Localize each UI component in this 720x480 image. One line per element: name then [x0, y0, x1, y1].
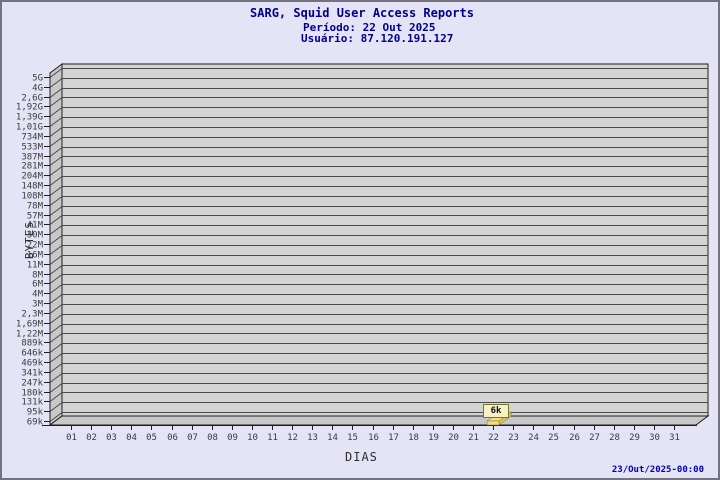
svg-text:15: 15 — [347, 433, 358, 443]
svg-text:734M: 734M — [21, 133, 43, 143]
svg-text:05: 05 — [146, 433, 157, 443]
svg-text:12: 12 — [287, 433, 298, 443]
svg-text:08: 08 — [207, 433, 218, 443]
svg-text:30: 30 — [649, 433, 660, 443]
svg-text:41M: 41M — [27, 221, 44, 231]
svg-text:4M: 4M — [32, 290, 43, 300]
svg-text:20: 20 — [448, 433, 459, 443]
svg-text:22: 22 — [488, 433, 499, 443]
svg-text:2,6G: 2,6G — [21, 94, 43, 104]
svg-text:469k: 469k — [21, 359, 43, 369]
svg-text:3M: 3M — [32, 300, 43, 310]
svg-text:204M: 204M — [21, 172, 43, 182]
svg-text:19: 19 — [428, 433, 439, 443]
svg-text:1,69M: 1,69M — [16, 320, 44, 330]
svg-text:180k: 180k — [21, 389, 43, 399]
y-axis-title: BYTES — [23, 220, 36, 260]
svg-text:10: 10 — [247, 433, 258, 443]
report-user: Usuário: 87.120.191.127 — [301, 32, 454, 45]
svg-text:1,01G: 1,01G — [16, 123, 43, 133]
svg-text:22M: 22M — [27, 241, 44, 251]
svg-text:78M: 78M — [27, 202, 44, 212]
svg-text:247k: 247k — [21, 379, 43, 389]
svg-text:26: 26 — [569, 433, 580, 443]
svg-text:108M: 108M — [21, 192, 43, 202]
svg-text:1,22M: 1,22M — [16, 330, 44, 340]
svg-text:30M: 30M — [27, 231, 44, 241]
svg-text:09: 09 — [227, 433, 238, 443]
svg-text:07: 07 — [187, 433, 198, 443]
svg-text:1,92G: 1,92G — [16, 103, 43, 113]
svg-text:2,3M: 2,3M — [21, 310, 43, 320]
svg-text:6M: 6M — [32, 280, 43, 290]
svg-text:131k: 131k — [21, 398, 43, 408]
svg-text:95k: 95k — [27, 408, 44, 418]
svg-text:1,39G: 1,39G — [16, 113, 43, 123]
chart-box — [48, 63, 710, 426]
svg-text:5G: 5G — [32, 74, 43, 84]
svg-text:341k: 341k — [21, 369, 43, 379]
svg-text:16: 16 — [368, 433, 379, 443]
svg-text:11M: 11M — [27, 261, 44, 271]
svg-text:02: 02 — [86, 433, 97, 443]
svg-text:533M: 533M — [21, 143, 43, 153]
svg-text:06: 06 — [167, 433, 178, 443]
svg-text:01: 01 — [66, 433, 77, 443]
svg-text:14: 14 — [327, 433, 338, 443]
footer-timestamp: 23/Out/2025-00:00 — [611, 465, 704, 475]
svg-text:04: 04 — [126, 433, 137, 443]
y-axis-grid: 5G4G2,6G1,92G1,39G1,01G734M533M387M281M2… — [16, 68, 708, 428]
svg-text:69k: 69k — [27, 418, 44, 428]
report-period: Período: 22 Out 2025 — [303, 21, 436, 34]
svg-text:31: 31 — [669, 433, 680, 443]
svg-text:57M: 57M — [27, 212, 44, 222]
svg-text:889k: 889k — [21, 339, 43, 349]
x-axis-title: DIAS — [345, 450, 378, 464]
svg-text:18: 18 — [408, 433, 419, 443]
svg-text:29: 29 — [629, 433, 640, 443]
svg-text:8M: 8M — [32, 271, 43, 281]
svg-text:16M: 16M — [27, 251, 44, 261]
bar-value-label: 6k — [483, 404, 509, 418]
svg-text:25: 25 — [548, 433, 559, 443]
svg-text:28: 28 — [609, 433, 620, 443]
svg-text:27: 27 — [589, 433, 600, 443]
svg-text:148M: 148M — [21, 182, 43, 192]
svg-text:11: 11 — [267, 433, 278, 443]
svg-text:387M: 387M — [21, 153, 43, 163]
svg-text:17: 17 — [388, 433, 399, 443]
svg-text:646k: 646k — [21, 349, 43, 359]
svg-text:03: 03 — [106, 433, 117, 443]
svg-text:21: 21 — [468, 433, 479, 443]
svg-text:4G: 4G — [32, 84, 43, 94]
svg-text:24: 24 — [528, 433, 539, 443]
page-title: SARG, Squid User Access Reports — [250, 6, 474, 20]
x-axis-ticks: 01 02 03 04 05 06 07 08 09 10 11 12 13 14 15 16 17 18 19 20… — [42, 425, 697, 443]
svg-text:23: 23 — [508, 433, 519, 443]
svg-text:281M: 281M — [21, 162, 43, 172]
svg-text:13: 13 — [307, 433, 318, 443]
